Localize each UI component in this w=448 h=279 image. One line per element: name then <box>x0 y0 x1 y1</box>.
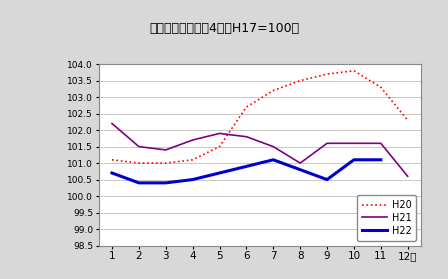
H20 <box>190 158 195 162</box>
H22 <box>324 178 330 181</box>
H20 <box>109 158 115 162</box>
H22 <box>244 165 249 168</box>
H21 <box>297 162 303 165</box>
H21 <box>136 145 142 148</box>
H22 <box>297 168 303 171</box>
Line: H21: H21 <box>112 124 408 176</box>
H22 <box>351 158 357 162</box>
H20 <box>163 162 168 165</box>
H21 <box>271 145 276 148</box>
H20 <box>244 105 249 109</box>
H22 <box>217 171 222 175</box>
Legend: H20, H21, H22: H20, H21, H22 <box>358 195 416 241</box>
H22 <box>163 181 168 184</box>
H21 <box>378 142 383 145</box>
H20 <box>324 72 330 76</box>
H22 <box>378 158 383 162</box>
H21 <box>217 132 222 135</box>
H21 <box>163 148 168 151</box>
H20 <box>351 69 357 73</box>
H21 <box>351 142 357 145</box>
H22 <box>190 178 195 181</box>
H20 <box>217 145 222 148</box>
H20 <box>271 89 276 92</box>
H21 <box>109 122 115 125</box>
H21 <box>244 135 249 138</box>
H20 <box>378 86 383 89</box>
H20 <box>405 119 410 122</box>
Text: 総合指数の動き　4市（H17=100）: 総合指数の動き 4市（H17=100） <box>149 22 299 35</box>
Line: H22: H22 <box>112 160 381 183</box>
H22 <box>136 181 142 184</box>
Line: H20: H20 <box>112 71 408 163</box>
H21 <box>324 142 330 145</box>
H21 <box>190 138 195 142</box>
H21 <box>405 175 410 178</box>
H20 <box>297 79 303 82</box>
H22 <box>271 158 276 162</box>
H20 <box>136 162 142 165</box>
H22 <box>109 171 115 175</box>
